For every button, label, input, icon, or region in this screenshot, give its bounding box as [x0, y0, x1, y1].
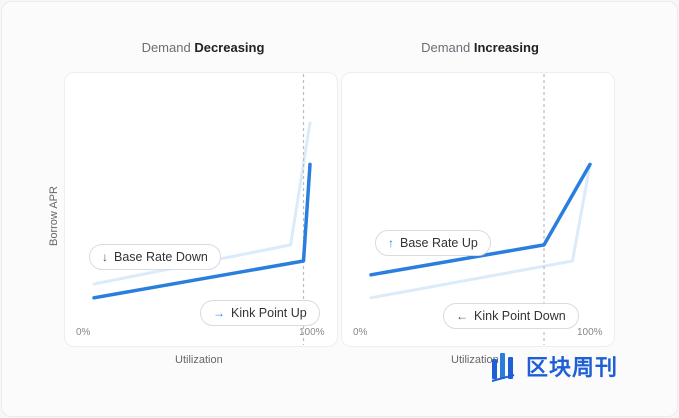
x-axis-label-left: Utilization [175, 354, 223, 366]
x-axis-label-right: Utilization [451, 354, 499, 366]
arrow-down-icon: ↓ [102, 250, 108, 264]
series-line-after [369, 162, 592, 277]
arrow-right-icon: → [213, 306, 225, 320]
arrow-up-icon: ↑ [388, 236, 394, 250]
callout-base-rate-down: ↓ Base Rate Down [89, 244, 221, 270]
x-tick-label: 0% [76, 327, 91, 338]
chart-bars-logo-icon [491, 353, 515, 382]
arrow-left-icon: ← [456, 309, 468, 323]
watermark: 区块周刊 [490, 348, 618, 384]
callout-kink-point-up: → Kink Point Up [200, 300, 320, 326]
series-line-before [92, 121, 312, 286]
chart-title-left: Demand Decreasing [141, 40, 265, 55]
x-tick-label: 100% [577, 327, 603, 338]
x-tick-label: 100% [299, 327, 325, 338]
chart-card-right [341, 72, 615, 347]
callout-base-rate-up: ↑ Base Rate Up [375, 230, 491, 256]
x-tick-label: 0% [353, 327, 368, 338]
series-line-after [92, 162, 312, 300]
callout-kink-point-down: ← Kink Point Down [443, 303, 579, 329]
chart-title-right: Demand Increasing [421, 40, 539, 55]
series-line-before [369, 162, 592, 300]
watermark-text: 区块周刊 [526, 356, 619, 381]
